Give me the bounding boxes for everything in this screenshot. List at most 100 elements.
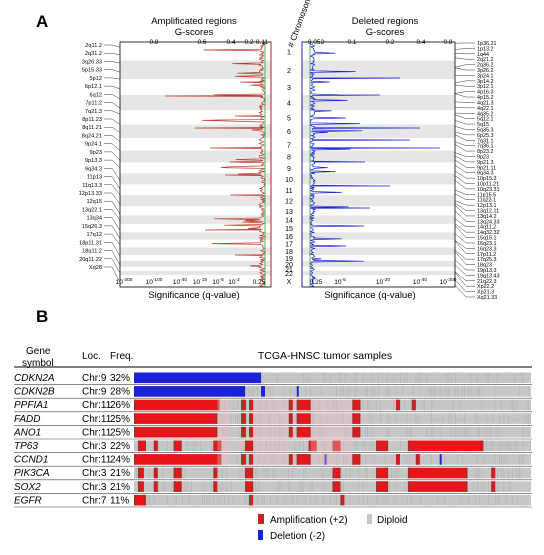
amplification-edge (138, 468, 140, 479)
del-region-leader (455, 126, 475, 129)
sample-tick (378, 495, 379, 506)
sample-tick (497, 468, 498, 479)
sample-tick (394, 373, 395, 384)
sample-tick (462, 386, 463, 397)
sample-tick (471, 373, 472, 384)
amp-qvalue-tick: 10-15 (193, 277, 207, 286)
sample-tick (528, 400, 529, 411)
sample-tick (512, 495, 513, 506)
sample-tick (517, 441, 518, 452)
sample-tick (301, 481, 302, 492)
sample-tick (211, 481, 212, 492)
amplification-edge (466, 481, 468, 492)
sample-tick (486, 413, 487, 424)
sample-tick (363, 481, 364, 492)
amp-region-leader (104, 226, 120, 239)
sample-tick (257, 386, 258, 397)
amplification-edge (134, 427, 136, 438)
amp-region-leader (104, 168, 120, 180)
amplification-edge (416, 454, 418, 465)
sample-tick (486, 373, 487, 384)
amplification-edge (241, 427, 243, 438)
sample-tick (380, 400, 381, 411)
amp-region-leader (104, 185, 120, 195)
sample-tick (490, 427, 491, 438)
del-region-leader (455, 65, 475, 68)
amp-region-leader (104, 193, 120, 204)
sample-tick (277, 495, 278, 506)
sample-tick (387, 386, 388, 397)
sample-tick (530, 441, 531, 452)
gene-symbol-EGFR: EGFR (14, 495, 42, 506)
gene-symbol-PIK3CA: PIK3CA (14, 468, 50, 479)
sample-tick (277, 481, 278, 492)
sample-tick (187, 441, 188, 452)
sample-tick (387, 495, 388, 506)
amp-chromosome-band (120, 125, 271, 138)
legend-amp-swatch-dark (261, 514, 264, 524)
gene-freq-PIK3CA: 21% (110, 468, 130, 479)
deletion-block (134, 373, 261, 384)
amplification-edge (412, 400, 414, 411)
sample-tick (233, 495, 234, 506)
amp-region-leader (104, 53, 120, 55)
sample-tick (363, 373, 364, 384)
sample-tick (521, 454, 522, 465)
amp-xlabel: Significance (q-value) (148, 290, 239, 301)
sample-tick (510, 400, 511, 411)
gene-loc-CDKN2B: Chr:9 (82, 387, 107, 398)
chromosome-label-7: 7 (287, 142, 291, 149)
amp-region-leader (104, 234, 120, 245)
sample-tick (486, 441, 487, 452)
sample-tick (367, 400, 368, 411)
amp-region-label: 11p13 (87, 175, 102, 181)
sample-tick (244, 441, 245, 452)
sample-tick (446, 386, 447, 397)
sample-tick (449, 373, 450, 384)
sample-tick (336, 386, 337, 397)
sample-tick (495, 386, 496, 397)
amp-region-label: 20q11.22 (79, 257, 102, 263)
sample-tick (308, 373, 309, 384)
gene-symbol-ANO1: ANO1 (13, 427, 41, 438)
sample-tick (468, 386, 469, 397)
sample-tick (493, 441, 494, 452)
sample-tick (372, 441, 373, 452)
sample-tick (477, 386, 478, 397)
amp-chromosome-band (120, 261, 271, 267)
amplification-edge (491, 468, 493, 479)
deletion-block (134, 386, 245, 397)
sample-tick (306, 495, 307, 506)
amplification-edge (241, 454, 243, 465)
amplification-edge (482, 441, 484, 452)
amplification-edge (491, 481, 493, 492)
amplification-block (134, 454, 221, 465)
amp-gscore-tick: 0.8 (149, 39, 158, 46)
sample-tick (363, 441, 364, 452)
del-region-leader (455, 115, 475, 119)
gene-freq-CCND1: 24% (110, 455, 130, 466)
amplification-edge (339, 481, 341, 492)
sample-tick (405, 481, 406, 492)
sample-tick (365, 454, 366, 465)
del-xlabel: Significance (q-value) (324, 290, 415, 301)
sample-tick (523, 454, 524, 465)
sample-tick (407, 454, 408, 465)
amplification-block (297, 454, 311, 465)
sample-tick (477, 468, 478, 479)
amp-region-leader (104, 242, 120, 256)
sample-tick (204, 495, 205, 506)
sample-tick (336, 495, 337, 506)
amplification-edge (359, 413, 361, 424)
sample-tick (499, 454, 500, 465)
amp-title: Amplificated regions (151, 16, 237, 27)
sample-tick (479, 468, 480, 479)
sample-tick (187, 481, 188, 492)
sample-tick (462, 427, 463, 438)
sample-tick (508, 413, 509, 424)
sample-tick (455, 427, 456, 438)
amplification-edge (154, 468, 156, 479)
sample-tick (391, 468, 392, 479)
amplification-edge (333, 468, 335, 479)
sample-tick (231, 413, 232, 424)
